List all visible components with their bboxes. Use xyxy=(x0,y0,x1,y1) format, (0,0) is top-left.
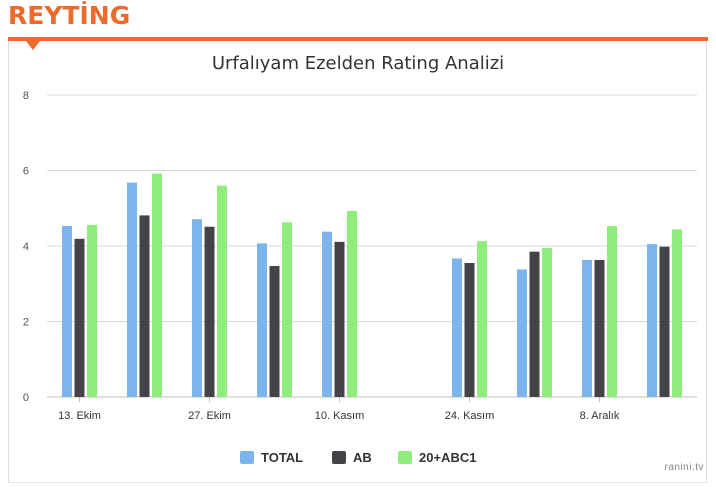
legend-swatch xyxy=(240,451,254,464)
x-tick-label: 10. Kasım xyxy=(315,410,365,422)
bar xyxy=(74,238,85,397)
y-tick-label: 6 xyxy=(23,166,29,178)
chart-legend: TOTAL AB 20+ABC1 xyxy=(240,450,476,465)
bar xyxy=(139,215,150,397)
bar xyxy=(452,258,462,397)
legend-swatch xyxy=(398,451,412,464)
legend-item[interactable]: 20+ABC1 xyxy=(398,450,476,465)
bar xyxy=(464,262,475,397)
bar xyxy=(192,219,202,397)
y-tick-label: 2 xyxy=(23,317,29,329)
legend-swatch xyxy=(332,451,346,464)
y-tick-label: 0 xyxy=(23,392,29,404)
bar xyxy=(594,259,605,397)
legend-label: AB xyxy=(353,450,372,465)
bar xyxy=(647,244,657,397)
bar xyxy=(152,173,162,397)
bar xyxy=(582,259,592,397)
x-tick-label: 8. Aralık xyxy=(580,410,620,422)
bar xyxy=(269,266,280,397)
bar xyxy=(322,231,332,397)
chart-frame xyxy=(8,41,707,483)
bar xyxy=(672,229,682,397)
x-tick-label: 13. Ekim xyxy=(58,410,101,422)
y-tick-label: 8 xyxy=(23,90,29,102)
y-axis-ticks: 0 2 4 6 8 xyxy=(23,90,29,404)
y-tick-label: 4 xyxy=(23,241,29,253)
x-tick-label: 24. Kasım xyxy=(445,410,495,422)
header-rule xyxy=(8,37,708,41)
bar xyxy=(62,225,72,397)
legend-label: 20+ABC1 xyxy=(419,450,476,465)
bar xyxy=(282,222,292,397)
header: REYTİNG xyxy=(0,0,716,50)
legend-item[interactable]: AB xyxy=(332,450,372,465)
bar xyxy=(517,269,527,397)
bar xyxy=(334,241,345,397)
legend-label: TOTAL xyxy=(261,450,303,465)
legend-item[interactable]: TOTAL xyxy=(240,450,303,465)
chart-title: Urfalıyam Ezelden Rating Analizi xyxy=(212,53,504,74)
chart-bars xyxy=(62,173,682,397)
bar xyxy=(257,243,267,397)
bar xyxy=(127,182,137,397)
bar xyxy=(87,224,97,397)
brand-title: REYTİNG xyxy=(8,1,131,30)
credit-label: ranini.tv xyxy=(664,462,704,473)
bar xyxy=(217,185,227,397)
bar xyxy=(542,247,552,397)
bar xyxy=(477,241,487,397)
bar xyxy=(347,210,357,397)
bar xyxy=(529,251,540,397)
header-pointer-icon xyxy=(26,41,40,50)
bar xyxy=(204,226,215,397)
bar xyxy=(607,225,617,397)
bar xyxy=(659,246,670,397)
x-tick-label: 27. Ekim xyxy=(188,410,231,422)
x-axis-ticks: 13. Ekim 27. Ekim 10. Kasım 24. Kasım 8. Ara… xyxy=(58,397,620,422)
